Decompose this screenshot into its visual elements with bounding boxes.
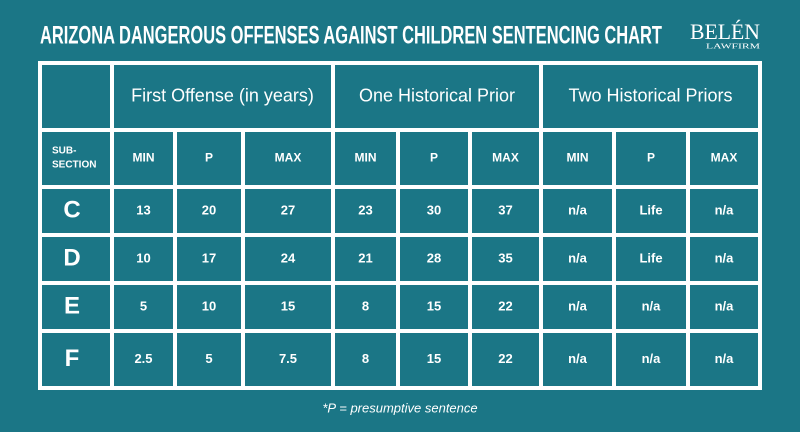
- column-header: P: [430, 151, 438, 165]
- row-label: C: [63, 196, 80, 223]
- cell: n/a: [715, 202, 735, 217]
- column-header: P: [205, 151, 213, 165]
- cell: 15: [427, 351, 441, 366]
- group-header: One Historical Prior: [359, 85, 515, 105]
- cell: 5: [205, 351, 212, 366]
- cell: 37: [498, 202, 512, 217]
- row-label: D: [63, 244, 80, 271]
- cell: 10: [136, 250, 150, 265]
- cell: 15: [427, 298, 441, 313]
- row-label: E: [64, 292, 80, 319]
- group-header: Two Historical Priors: [568, 85, 732, 105]
- cell: n/a: [642, 298, 662, 313]
- cell: 15: [281, 298, 295, 313]
- group-header: First Offense (in years): [131, 85, 314, 105]
- cell: 21: [358, 250, 372, 265]
- cell: 20: [202, 202, 216, 217]
- cell: n/a: [568, 351, 588, 366]
- cell: 8: [362, 351, 369, 366]
- cell: 8: [362, 298, 369, 313]
- cell: 35: [498, 250, 512, 265]
- column-header: MAX: [275, 151, 302, 165]
- cell: 7.5: [279, 351, 297, 366]
- cell: 2.5: [134, 351, 152, 366]
- cell: n/a: [715, 298, 735, 313]
- cell: 24: [281, 250, 296, 265]
- footnote: *P = presumptive sentence: [322, 400, 477, 415]
- cell: n/a: [715, 250, 735, 265]
- cell: 22: [498, 351, 512, 366]
- title: ARIZONA DANGEROUS OFFENSES AGAINST CHILD…: [40, 22, 662, 50]
- row-header: SECTION: [52, 160, 96, 171]
- cell: 27: [281, 202, 295, 217]
- column-header: P: [647, 151, 655, 165]
- cell: 22: [498, 298, 512, 313]
- logo-sub: LAWFIRM: [706, 43, 761, 51]
- cell: 28: [427, 250, 441, 265]
- column-header: MIN: [133, 151, 155, 165]
- column-header: MAX: [492, 151, 519, 165]
- cell: 30: [427, 202, 441, 217]
- cell: 23: [358, 202, 372, 217]
- cell: n/a: [568, 298, 588, 313]
- cell: Life: [639, 202, 662, 217]
- cell: 17: [202, 250, 216, 265]
- row-header: SUB-: [52, 146, 76, 157]
- column-header: MAX: [711, 151, 738, 165]
- column-header: MIN: [355, 151, 377, 165]
- table: First Offense (in years) One Historical P…: [38, 61, 762, 390]
- cell: Life: [639, 250, 662, 265]
- logo-name: BELÉN: [690, 19, 760, 44]
- cell: n/a: [568, 202, 588, 217]
- cell: n/a: [715, 351, 735, 366]
- cell: n/a: [642, 351, 662, 366]
- cell: 13: [136, 202, 150, 217]
- cell: n/a: [568, 250, 588, 265]
- column-header: MIN: [567, 151, 589, 165]
- row-label: F: [65, 345, 80, 372]
- cell: 10: [202, 298, 216, 313]
- cell: 5: [140, 298, 147, 313]
